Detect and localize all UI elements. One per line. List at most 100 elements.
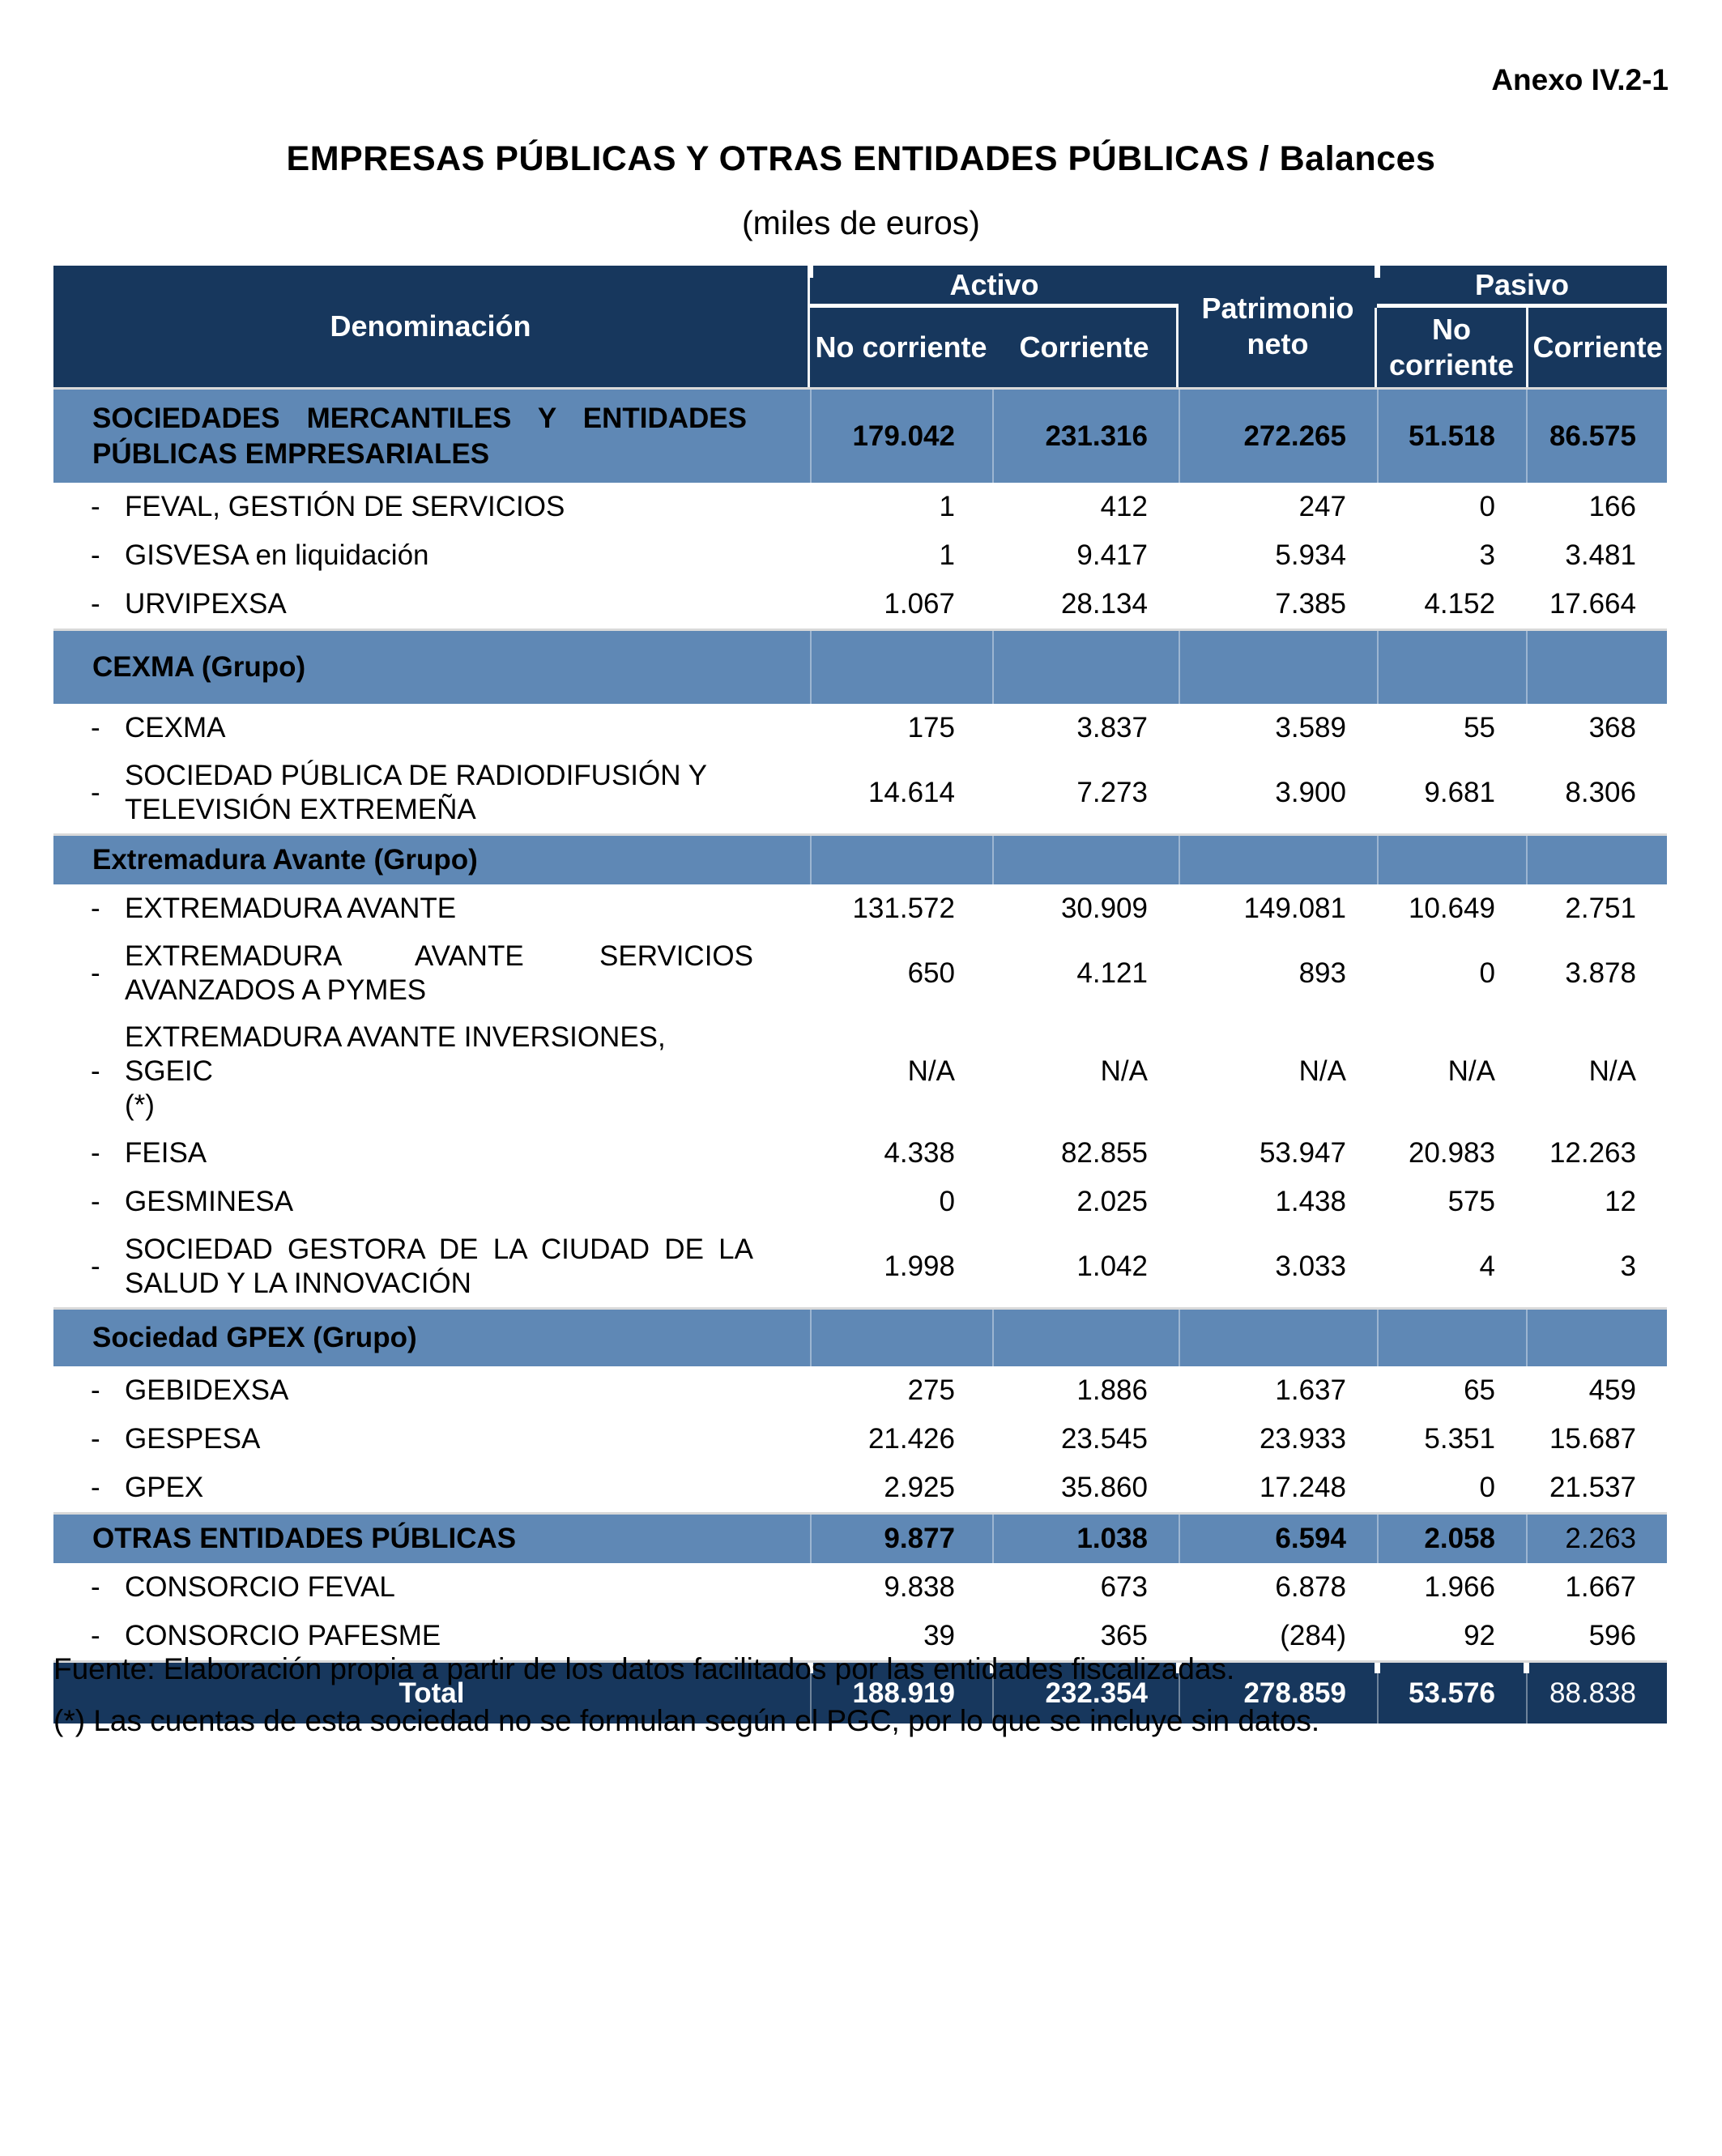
entity-name-text: Total: [399, 1677, 464, 1710]
entity-name: - GEBIDEXSA: [53, 1366, 810, 1415]
entity-name-text: GEBIDEXSA: [125, 1374, 753, 1408]
entity-name-line: EXTREMADURA AVANTE SERVICIOS: [125, 940, 753, 972]
value-cell: 247: [1298, 491, 1346, 522]
value-cell: [1377, 836, 1526, 884]
value-cell: 7.385: [1275, 588, 1346, 620]
entity-name: - SOCIEDAD GESTORA DE LA CIUDAD DE LA SALU…: [53, 1226, 810, 1307]
entity-name-text: SOCIEDAD GESTORA DE LA CIUDAD DE LA SALUD…: [125, 1233, 753, 1301]
value-cell: 2.058: [1377, 1515, 1526, 1563]
dash-marker: -: [91, 1251, 100, 1282]
value-cell: 7.273: [1076, 777, 1148, 808]
col-header-denominacion: Denominación: [53, 266, 810, 387]
value-cell: 1.966: [1424, 1571, 1495, 1603]
table-section-row: OTRAS ENTIDADES PÚBLICAS 9.877 1.038 6.594 2…: [53, 1512, 1667, 1563]
table-row-item: - CONSORCIO FEVAL 9.838 673 6.878 1.966 1.667: [53, 1563, 1667, 1612]
value-cell: N/A: [1100, 1055, 1148, 1087]
value-cell: 1.637: [1275, 1374, 1346, 1406]
entity-name-text: CEXMA (Grupo): [92, 650, 747, 685]
value-cell: 0: [1479, 957, 1495, 989]
entity-name-text: GPEX: [125, 1471, 753, 1505]
entity-name-text: GESMINESA: [125, 1185, 753, 1219]
entity-name-line: CEXMA: [125, 712, 226, 744]
value-cell: 21.426: [867, 1423, 955, 1455]
table-row-item: - GISVESA en liquidación 1 9.417 5.934 3 3.481: [53, 531, 1667, 580]
value-cell: 412: [1100, 491, 1148, 522]
table-total-row: Total 188.919 232.354 278.859 53.576 88.838: [53, 1660, 1667, 1724]
value-cell: 149.081: [1243, 893, 1346, 924]
table-row-item: - EXTREMADURA AVANTE SERVICIOS AVANZADOS A…: [53, 933, 1667, 1014]
value-cell: 166: [1588, 491, 1636, 522]
value-cell: 35.860: [1060, 1472, 1148, 1503]
cell-gap: [1176, 1663, 1182, 1673]
value-cell: 12: [1605, 1186, 1636, 1217]
entity-name: - URVIPEXSA: [53, 580, 810, 628]
value-cell: 179.042: [810, 390, 992, 483]
value-cell: 4.338: [884, 1137, 955, 1169]
value-cell: 12.263: [1549, 1137, 1636, 1169]
cell-gap: [1524, 1663, 1529, 1673]
value-cell: 2.263: [1526, 1515, 1667, 1563]
entity-name-line: OTRAS ENTIDADES PÚBLICAS: [92, 1523, 517, 1554]
dash-marker: -: [91, 893, 100, 924]
table-section-row: CEXMA (Grupo): [53, 628, 1667, 704]
value-cell: 92: [1464, 1620, 1495, 1651]
entity-name: CEXMA (Grupo): [53, 631, 810, 704]
value-cell: [810, 836, 992, 884]
value-cell: 2.025: [1076, 1186, 1148, 1217]
value-cell: 82.855: [1060, 1137, 1148, 1169]
table-body: SOCIEDADES MERCANTILES Y ENTIDADES PÚBLIC…: [53, 387, 1667, 1724]
value-cell: 17.248: [1259, 1472, 1346, 1503]
entity-name-line: SOCIEDAD GESTORA DE LA CIUDAD DE LA: [125, 1234, 753, 1265]
entity-name-line: PÚBLICAS EMPRESARIALES: [92, 437, 490, 470]
value-cell: 0: [1479, 1472, 1495, 1503]
value-cell: 1: [939, 491, 955, 522]
value-cell: [1179, 1310, 1377, 1366]
value-cell: 3.900: [1275, 777, 1346, 808]
entity-name-text: GISVESA en liquidación: [125, 539, 753, 573]
value-cell: 5.934: [1275, 539, 1346, 571]
table-row-item: - CEXMA 175 3.837 3.589 55 368: [53, 704, 1667, 752]
col-group-pasivo: Pasivo: [1377, 266, 1667, 308]
entity-name-line: EXTREMADURA AVANTE: [125, 893, 457, 924]
table-section-row: SOCIEDADES MERCANTILES Y ENTIDADES PÚBLIC…: [53, 387, 1667, 483]
entity-name-line: Extremadura Avante (Grupo): [92, 844, 478, 876]
entity-name-line: CEXMA (Grupo): [92, 651, 306, 683]
value-cell: [1526, 1310, 1667, 1366]
entity-name: - GPEX: [53, 1464, 810, 1512]
value-cell: 272.265: [1179, 390, 1377, 483]
entity-name-text: EXTREMADURA AVANTE: [125, 892, 753, 926]
value-cell: 20.983: [1408, 1137, 1495, 1169]
dash-marker: -: [91, 491, 100, 522]
value-cell: (284): [1280, 1620, 1346, 1651]
entity-name: - FEVAL, GESTIÓN DE SERVICIOS: [53, 483, 810, 531]
value-cell: 53.576: [1377, 1663, 1526, 1724]
value-cell: 275: [907, 1374, 955, 1406]
value-cell: 14.614: [867, 777, 955, 808]
table-row-item: - FEISA 4.338 82.855 53.947 20.983 12.263: [53, 1129, 1667, 1178]
value-cell: 368: [1588, 712, 1636, 744]
dash-marker: -: [91, 1571, 100, 1603]
value-cell: 86.575: [1526, 390, 1667, 483]
entity-name: - FEISA: [53, 1129, 810, 1178]
value-cell: 1: [939, 539, 955, 571]
value-cell: [1377, 1310, 1526, 1366]
entity-name-line: Sociedad GPEX (Grupo): [92, 1322, 417, 1353]
value-cell: 28.134: [1060, 588, 1148, 620]
entity-name-line: CONSORCIO PAFESME: [125, 1620, 441, 1651]
cell-gap: [990, 1663, 995, 1673]
entity-name-line: AVANZADOS A PYMES: [125, 974, 427, 1006]
value-cell: 232.354: [992, 1663, 1179, 1724]
table-row-item: - GESPESA 21.426 23.545 23.933 5.351 15.687: [53, 1415, 1667, 1464]
entity-name: Total: [53, 1663, 810, 1724]
value-cell: [810, 631, 992, 704]
entity-name-line: SALUD Y LA INNOVACIÓN: [125, 1268, 471, 1299]
entity-name: - CONSORCIO FEVAL: [53, 1563, 810, 1612]
table-header: Denominación Activo Patrimonio neto Pasi…: [53, 266, 1667, 387]
entity-name-text: Sociedad GPEX (Grupo): [92, 1320, 747, 1356]
entity-name-line: URVIPEXSA: [125, 588, 287, 620]
dash-marker: -: [91, 957, 100, 989]
entity-name: - CONSORCIO PAFESME: [53, 1612, 810, 1660]
asterisk-note: (*) Las cuentas de esta sociedad no se f…: [53, 1704, 1320, 1737]
value-cell: [992, 1310, 1179, 1366]
entity-name-line: FEISA: [125, 1137, 207, 1169]
